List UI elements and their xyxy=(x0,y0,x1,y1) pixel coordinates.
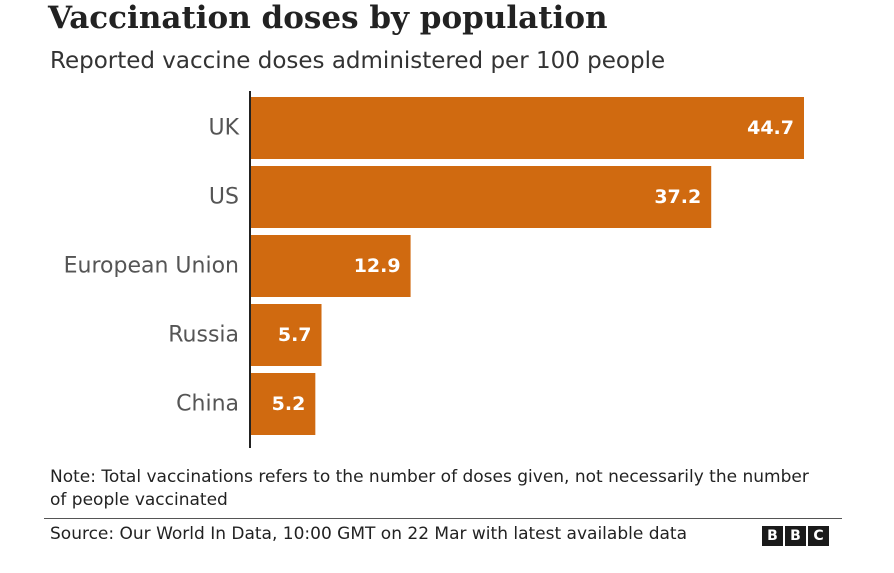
category-label: UK xyxy=(208,116,239,141)
bar xyxy=(251,166,712,228)
bar xyxy=(251,235,411,297)
bbc-logo: B B C xyxy=(762,526,829,546)
chart-title: Vaccination doses by population xyxy=(48,0,608,36)
chart-note: Note: Total vaccinations refers to the n… xyxy=(50,467,809,510)
value-label: 37.2 xyxy=(654,186,701,208)
logo-letter: C xyxy=(808,526,829,546)
category-label: Russia xyxy=(168,323,239,348)
category-label: US xyxy=(209,185,239,210)
value-label: 12.9 xyxy=(354,255,401,277)
category-label: China xyxy=(176,392,239,417)
value-label: 44.7 xyxy=(747,117,794,139)
source-line: Source: Our World In Data, 10:00 GMT on … xyxy=(50,524,687,544)
value-label: 5.2 xyxy=(272,393,306,415)
chart-subtitle: Reported vaccine doses administered per … xyxy=(50,48,666,74)
logo-letter: B xyxy=(762,526,783,546)
bar xyxy=(251,373,316,435)
value-label: 5.7 xyxy=(278,324,312,346)
category-label: European Union xyxy=(64,254,239,279)
bar-chart: UK 44.7 US 37.2 European Union 12.9 Russia 5.7 C… xyxy=(64,91,804,448)
logo-letter: B xyxy=(785,526,806,546)
bar xyxy=(251,304,322,366)
bar xyxy=(251,97,804,159)
footer-divider xyxy=(44,518,842,519)
